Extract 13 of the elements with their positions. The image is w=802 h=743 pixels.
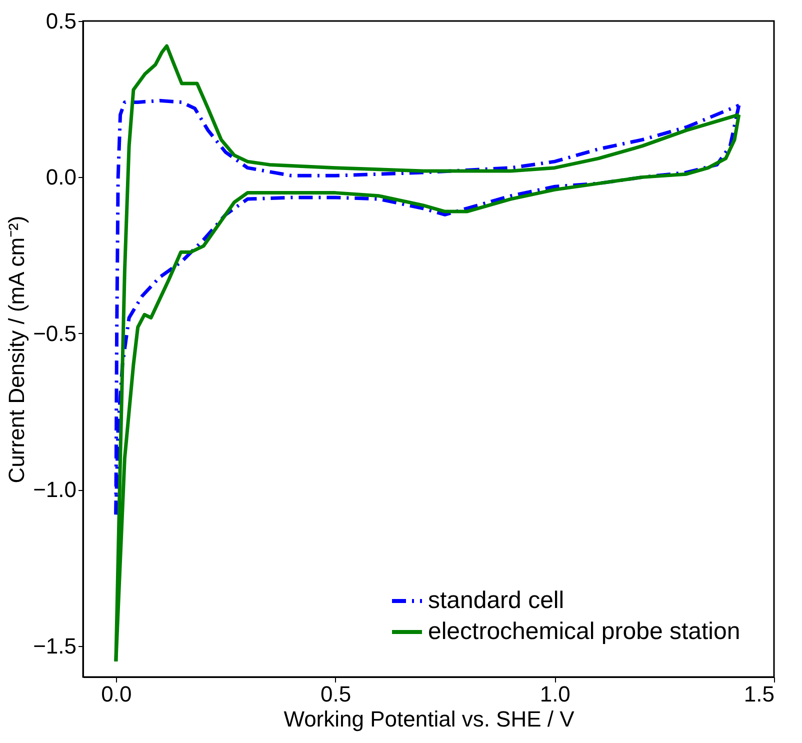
x-tick-label: 1.5 bbox=[744, 682, 774, 706]
y-tick-label: −1.5 bbox=[33, 633, 76, 658]
y-axis-title: Current Density / (mA cm⁻²) bbox=[4, 216, 30, 484]
x-tick-label: 0.5 bbox=[320, 682, 352, 706]
y-tick-label: 0.0 bbox=[46, 164, 76, 190]
legend-label: electrochemical probe station bbox=[428, 618, 740, 645]
x-axis-title: Working Potential vs. SHE / V bbox=[284, 706, 575, 732]
legend-label: standard cell bbox=[428, 587, 564, 614]
x-tick-label: 0.0 bbox=[101, 682, 132, 706]
y-tick-label: −1.0 bbox=[33, 477, 76, 502]
y-tick-label: 0.5 bbox=[46, 8, 76, 34]
y-tick-label: −0.5 bbox=[33, 320, 76, 346]
x-tick-label: 1.0 bbox=[540, 682, 570, 706]
